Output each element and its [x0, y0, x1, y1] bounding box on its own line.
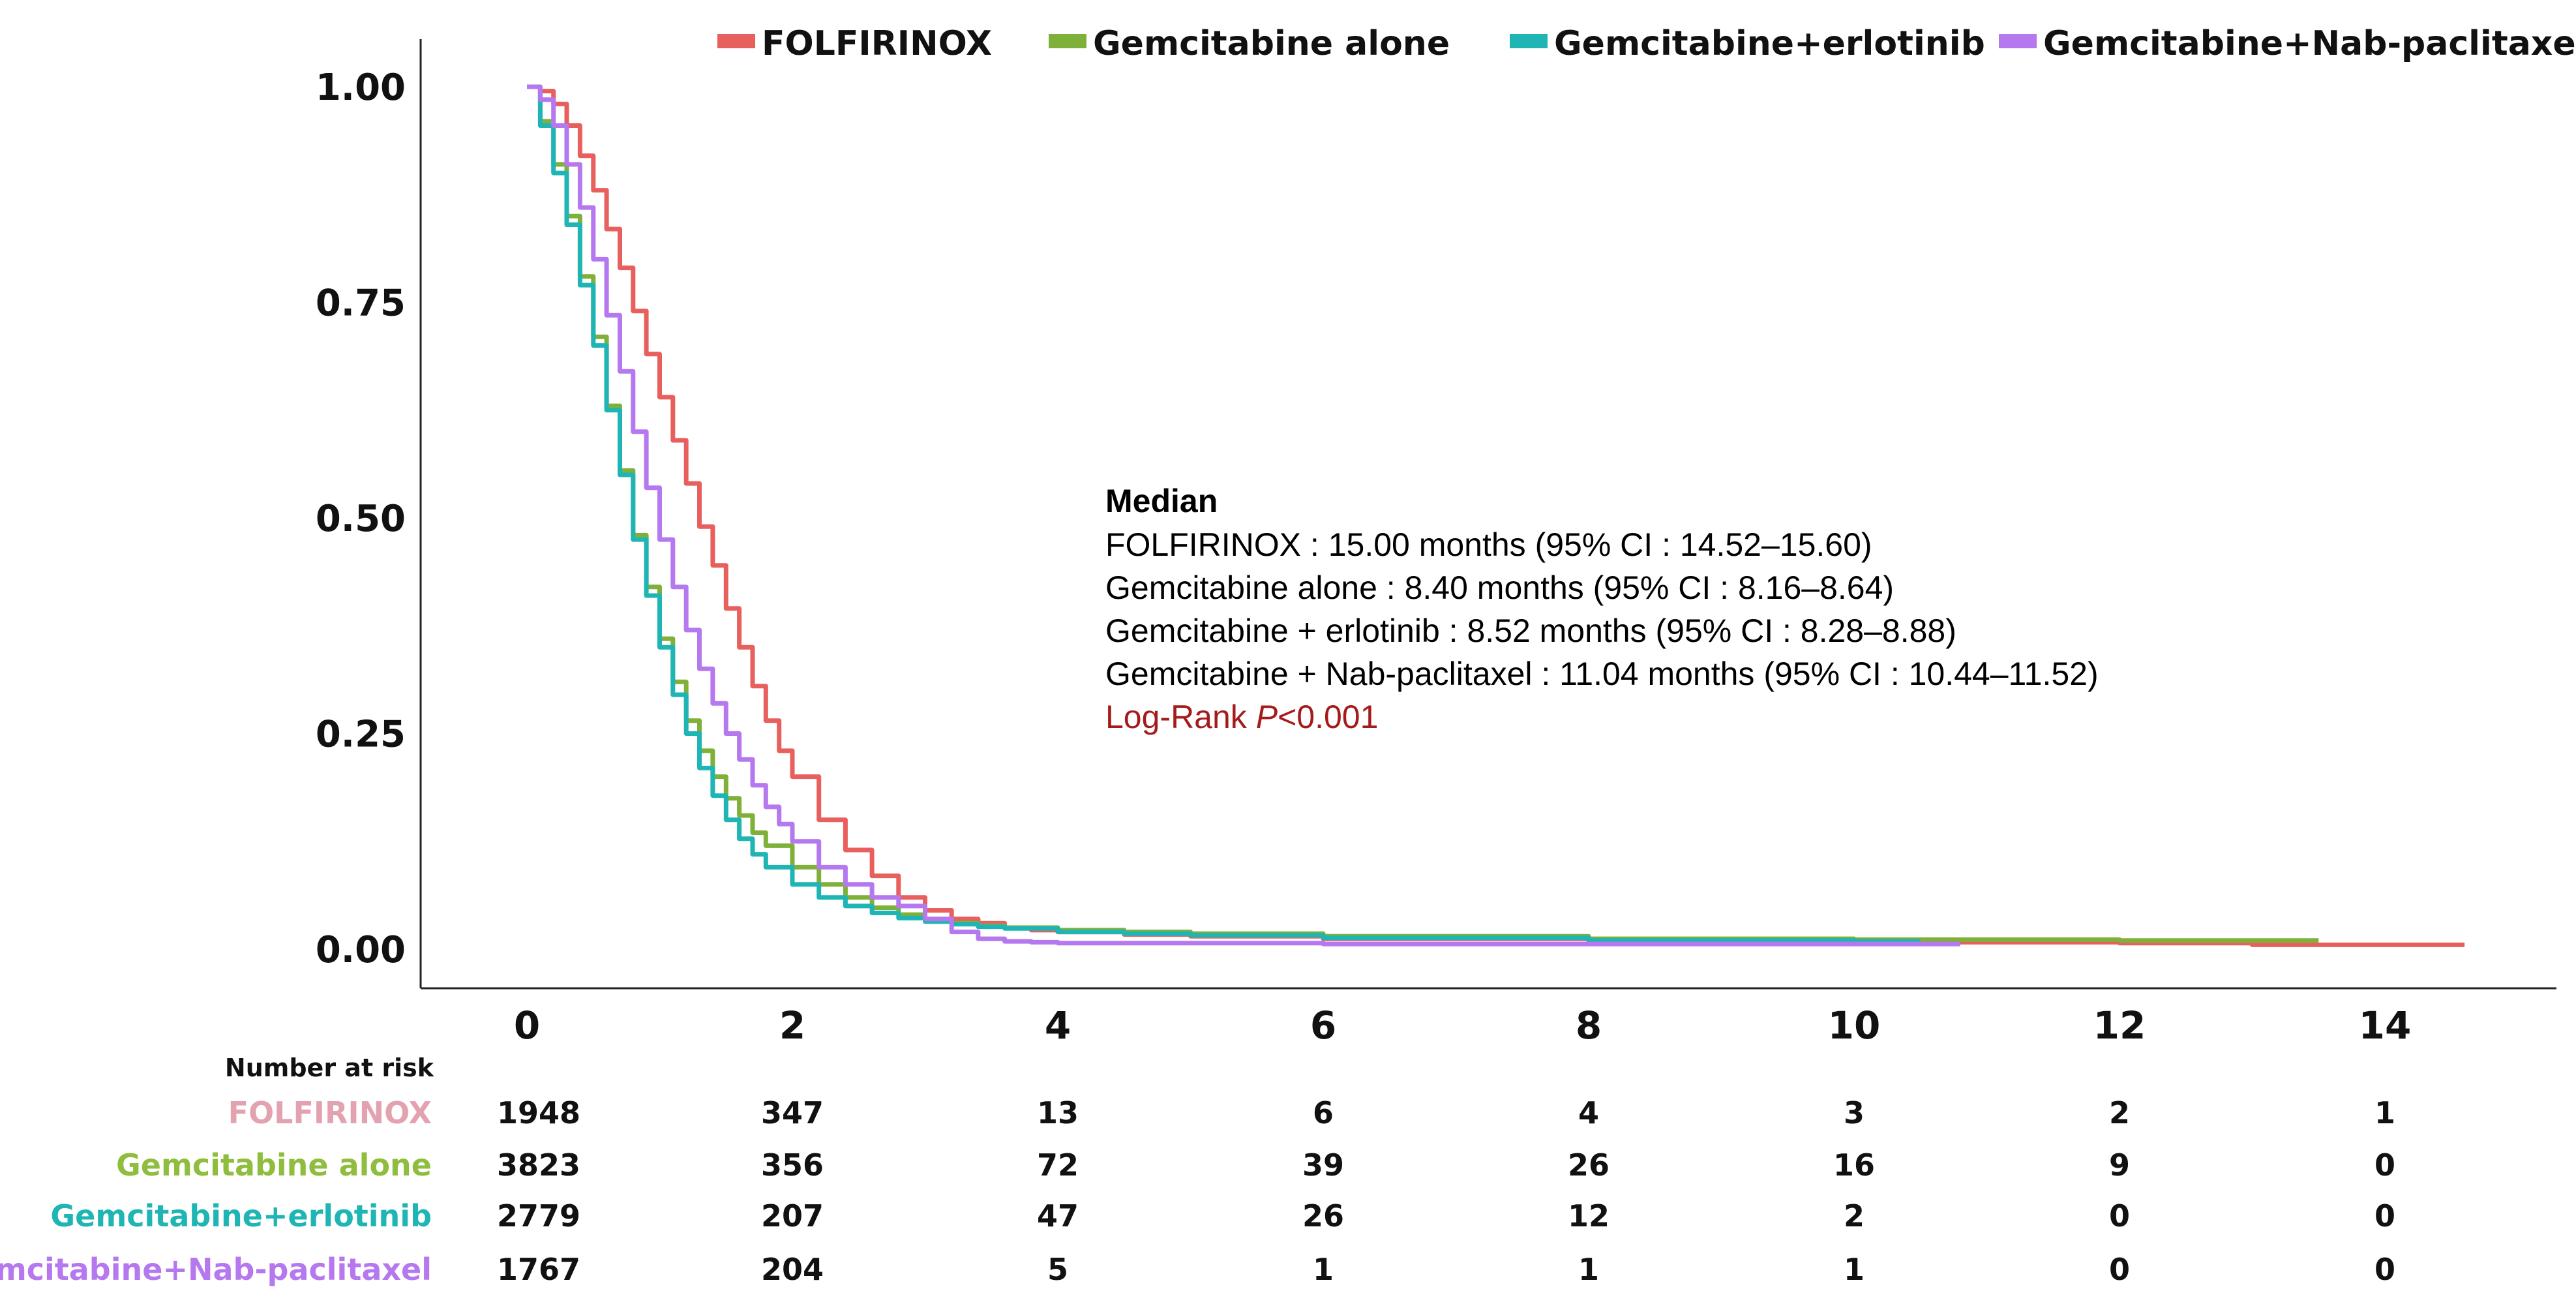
- logrank-text: Log-Rank P<0.001: [1105, 699, 1378, 735]
- risk-value-gemcitabine-alone-12: 9: [2109, 1147, 2130, 1183]
- y-tick-label-0.50: 0.50: [316, 498, 406, 540]
- risk-value-gemcitabine-nab-paclitaxel-14: 0: [2374, 1252, 2395, 1287]
- median-line-gemcitabine-alone: Gemcitabine alone : 8.40 months (95% CI …: [1105, 569, 1894, 606]
- risk-value-gemcitabine-nab-paclitaxel-4: 5: [1047, 1252, 1068, 1287]
- survival-curves: [527, 84, 2465, 947]
- risk-value-gemcitabine-alone-0: 3823: [497, 1147, 580, 1183]
- risk-value-gemcitabine-nab-paclitaxel-8: 1: [1578, 1252, 1599, 1287]
- risk-row-label-folfirinox: FOLFIRINOX: [228, 1095, 432, 1130]
- risk-value-gemcitabine-nab-paclitaxel-10: 1: [1844, 1252, 1865, 1287]
- legend-label-gemcitabine-nab-paclitaxel: Gemcitabine+Nab-paclitaxel: [2043, 24, 2576, 63]
- risk-row-label-gemcitabine-alone: Gemcitabine alone: [116, 1147, 432, 1183]
- risk-value-gemcitabine-nab-paclitaxel-2: 204: [761, 1252, 824, 1287]
- curve-folfirinox: [527, 84, 2465, 947]
- risk-value-folfirinox-14: 1: [2374, 1095, 2395, 1130]
- risk-value-gemcitabine-nab-paclitaxel-6: 1: [1313, 1252, 1334, 1287]
- risk-value-gemcitabine-alone-14: 0: [2374, 1147, 2395, 1183]
- risk-value-gemcitabine-alone-2: 356: [761, 1147, 824, 1183]
- risk-value-folfirinox-0: 1948: [497, 1095, 580, 1130]
- x-tick-label-6: 6: [1310, 1003, 1336, 1048]
- x-tick-label-2: 2: [779, 1003, 805, 1048]
- y-tick-label-0.00: 0.00: [316, 929, 406, 971]
- risk-value-folfirinox-8: 4: [1578, 1095, 1599, 1130]
- risk-value-gemcitabine-erlotinib-4: 47: [1037, 1198, 1079, 1234]
- risk-value-folfirinox-4: 13: [1037, 1095, 1079, 1130]
- curve-gemcitabine-erlotinib: [527, 84, 1921, 944]
- x-tick-label-8: 8: [1576, 1003, 1602, 1048]
- legend: FOLFIRINOX Gemcitabine alone Gemcitabine+e…: [717, 24, 2576, 63]
- x-tick-label-12: 12: [2093, 1003, 2146, 1048]
- risk-value-gemcitabine-erlotinib-2: 207: [761, 1198, 824, 1234]
- median-annotation: Median FOLFIRINOX : 15.00 months (95% CI…: [1105, 483, 2099, 735]
- legend-label-folfirinox: FOLFIRINOX: [762, 24, 992, 63]
- risk-value-folfirinox-6: 6: [1313, 1095, 1334, 1130]
- risk-table: Number at risk FOLFIRINOX 1948 347 13 6 4 3 2 1 G…: [0, 1054, 2395, 1287]
- median-line-gemcitabine-erlotinib: Gemcitabine + erlotinib : 8.52 months (9…: [1105, 613, 1956, 649]
- risk-value-gemcitabine-erlotinib-12: 0: [2109, 1198, 2130, 1234]
- legend-swatch-folfirinox: [717, 34, 755, 48]
- curve-gemcitabine-alone: [527, 84, 2319, 943]
- risk-value-folfirinox-2: 347: [761, 1095, 824, 1130]
- logrank-p: P: [1256, 699, 1278, 735]
- legend-swatch-gemcitabine-nab-paclitaxel: [1999, 34, 2037, 48]
- x-tick-label-0: 0: [514, 1003, 540, 1048]
- median-line-folfirinox: FOLFIRINOX : 15.00 months (95% CI : 14.5…: [1105, 526, 1872, 563]
- risk-value-gemcitabine-erlotinib-6: 26: [1302, 1198, 1344, 1234]
- risk-value-gemcitabine-nab-paclitaxel-12: 0: [2109, 1252, 2130, 1287]
- risk-table-header: Number at risk: [225, 1054, 434, 1082]
- x-tick-label-14: 14: [2359, 1003, 2412, 1048]
- risk-value-gemcitabine-erlotinib-14: 0: [2374, 1198, 2395, 1234]
- risk-value-gemcitabine-erlotinib-8: 12: [1568, 1198, 1610, 1234]
- logrank-suffix: <0.001: [1278, 699, 1378, 735]
- y-tick-label-1.00: 1.00: [316, 67, 406, 109]
- y-tick-label-0.25: 0.25: [316, 714, 406, 756]
- risk-value-gemcitabine-nab-paclitaxel-0: 1767: [497, 1252, 580, 1287]
- risk-value-gemcitabine-alone-4: 72: [1037, 1147, 1079, 1183]
- risk-value-gemcitabine-erlotinib-0: 2779: [497, 1198, 580, 1234]
- legend-label-gemcitabine-alone: Gemcitabine alone: [1093, 24, 1450, 63]
- median-title: Median: [1105, 483, 1218, 519]
- legend-swatch-gemcitabine-alone: [1049, 34, 1086, 48]
- y-tick-label-0.75: 0.75: [316, 282, 406, 325]
- x-ticks: 0 2 4 6 8 10 12 14: [514, 1003, 2412, 1048]
- legend-swatch-gemcitabine-erlotinib: [1510, 34, 1548, 48]
- risk-value-gemcitabine-alone-6: 39: [1302, 1147, 1344, 1183]
- logrank-prefix: Log-Rank: [1105, 699, 1256, 735]
- y-ticks: 0.00 0.25 0.50 0.75 1.00: [316, 67, 406, 971]
- risk-value-gemcitabine-erlotinib-10: 2: [1844, 1198, 1865, 1234]
- x-tick-label-10: 10: [1828, 1003, 1881, 1048]
- risk-value-folfirinox-12: 2: [2109, 1095, 2130, 1130]
- legend-label-gemcitabine-erlotinib: Gemcitabine+erlotinib: [1554, 24, 1985, 63]
- risk-value-gemcitabine-alone-10: 16: [1833, 1147, 1875, 1183]
- median-line-gemcitabine-nab-paclitaxel: Gemcitabine + Nab-paclitaxel : 11.04 mon…: [1105, 656, 2099, 692]
- risk-row-label-gemcitabine-erlotinib: Gemcitabine+erlotinib: [50, 1198, 432, 1234]
- curve-gemcitabine-nab-paclitaxel: [527, 84, 1960, 947]
- risk-value-gemcitabine-alone-8: 26: [1568, 1147, 1610, 1183]
- x-tick-label-4: 4: [1045, 1003, 1071, 1048]
- risk-value-folfirinox-10: 3: [1844, 1095, 1865, 1130]
- risk-row-label-gemcitabine-nab-paclitaxel: Gemcitabine+Nab-paclitaxel: [0, 1252, 432, 1287]
- axes: [419, 39, 2556, 990]
